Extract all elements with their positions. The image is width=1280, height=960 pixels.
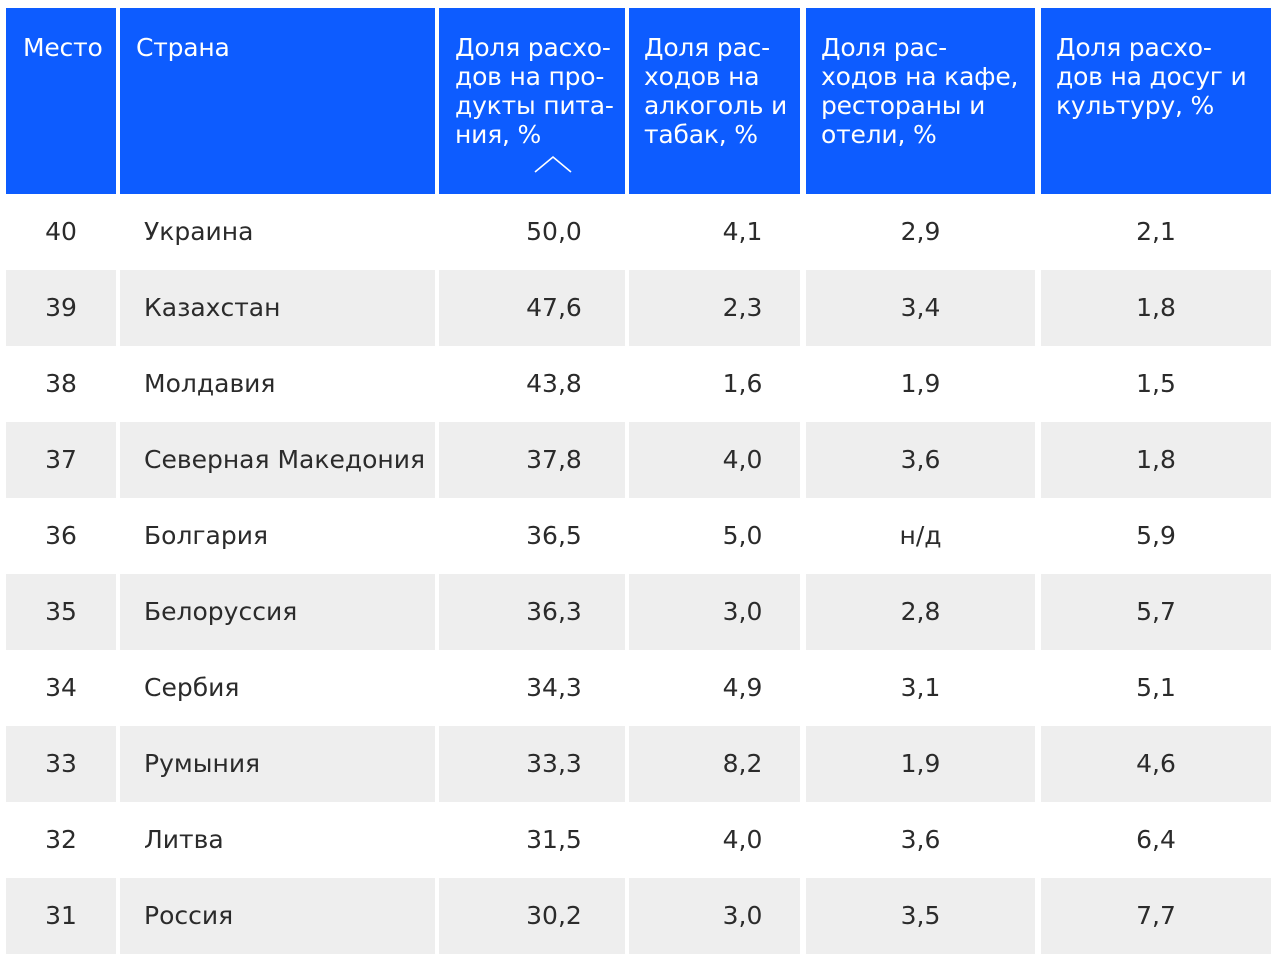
cell-country: Украина [120, 194, 435, 270]
cell-country: Литва [120, 802, 435, 878]
cell-alcohol: 1,6 [629, 346, 800, 422]
column-header-cafe[interactable]: Доля рас- ходов на кафе, рестораны и оте… [806, 8, 1035, 194]
cell-food: 33,3 [439, 726, 625, 802]
cell-food: 50,0 [439, 194, 625, 270]
cell-country: Молдавия [120, 346, 435, 422]
cell-food: 36,3 [439, 574, 625, 650]
cell-place: 40 [6, 194, 116, 270]
cell-leisure: 5,9 [1041, 498, 1271, 574]
cell-leisure: 7,7 [1041, 878, 1271, 954]
column-header-place[interactable]: Место [6, 8, 116, 194]
column-header-alcohol[interactable]: Доля рас- ходов на алкоголь и табак, % [629, 8, 800, 194]
cell-place: 32 [6, 802, 116, 878]
cell-country: Северная Македония [120, 422, 435, 498]
cell-country: Румыния [120, 726, 435, 802]
cell-leisure: 1,5 [1041, 346, 1271, 422]
cell-place: 34 [6, 650, 116, 726]
cell-leisure: 1,8 [1041, 270, 1271, 346]
cell-alcohol: 4,0 [629, 422, 800, 498]
cell-country: Болгария [120, 498, 435, 574]
cell-alcohol: 4,9 [629, 650, 800, 726]
cell-cafe: 1,9 [806, 726, 1035, 802]
cell-place: 36 [6, 498, 116, 574]
cell-country: Россия [120, 878, 435, 954]
column-header-label: Доля рас- ходов на алкоголь и табак, % [644, 33, 788, 149]
cell-cafe: 2,9 [806, 194, 1035, 270]
column-header-label: Страна [136, 33, 230, 62]
cell-leisure: 6,4 [1041, 802, 1271, 878]
cell-cafe: 3,5 [806, 878, 1035, 954]
cell-place: 33 [6, 726, 116, 802]
cell-food: 43,8 [439, 346, 625, 422]
chevron-up-icon[interactable] [533, 154, 573, 174]
cell-cafe: 2,8 [806, 574, 1035, 650]
cell-alcohol: 2,3 [629, 270, 800, 346]
cell-place: 39 [6, 270, 116, 346]
cell-alcohol: 4,1 [629, 194, 800, 270]
cell-cafe: 3,6 [806, 422, 1035, 498]
cell-place: 35 [6, 574, 116, 650]
cell-place: 37 [6, 422, 116, 498]
cell-alcohol: 3,0 [629, 574, 800, 650]
column-header-label: Доля рас- ходов на кафе, рестораны и оте… [821, 33, 1019, 149]
cell-leisure: 1,8 [1041, 422, 1271, 498]
cell-alcohol: 4,0 [629, 802, 800, 878]
cell-country: Казахстан [120, 270, 435, 346]
cell-food: 36,5 [439, 498, 625, 574]
cell-food: 37,8 [439, 422, 625, 498]
cell-alcohol: 5,0 [629, 498, 800, 574]
column-header-label: Место [23, 33, 103, 62]
cell-cafe: 3,4 [806, 270, 1035, 346]
cell-leisure: 5,1 [1041, 650, 1271, 726]
cell-leisure: 2,1 [1041, 194, 1271, 270]
column-header-leisure[interactable]: Доля расхо- дов на досуг и культуру, % [1041, 8, 1271, 194]
cell-cafe: 1,9 [806, 346, 1035, 422]
column-header-country[interactable]: Страна [120, 8, 435, 194]
cell-place: 38 [6, 346, 116, 422]
column-header-label: Доля расхо- дов на досуг и культуру, % [1056, 33, 1247, 120]
cell-food: 47,6 [439, 270, 625, 346]
cell-food: 30,2 [439, 878, 625, 954]
cell-country: Белоруссия [120, 574, 435, 650]
cell-cafe: 3,1 [806, 650, 1035, 726]
cell-alcohol: 3,0 [629, 878, 800, 954]
cell-cafe: 3,6 [806, 802, 1035, 878]
cell-cafe: н/д [806, 498, 1035, 574]
cell-food: 34,3 [439, 650, 625, 726]
cell-alcohol: 8,2 [629, 726, 800, 802]
column-header-label: Доля расхо- дов на про- дукты пита- ния,… [455, 33, 614, 149]
cell-leisure: 4,6 [1041, 726, 1271, 802]
cell-place: 31 [6, 878, 116, 954]
cell-country: Сербия [120, 650, 435, 726]
cell-food: 31,5 [439, 802, 625, 878]
cell-leisure: 5,7 [1041, 574, 1271, 650]
column-header-food[interactable]: Доля расхо- дов на про- дукты пита- ния,… [439, 8, 625, 194]
